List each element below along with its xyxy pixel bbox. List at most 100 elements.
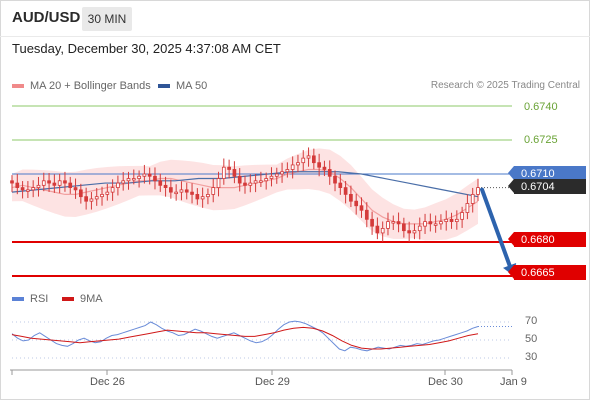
chart-header: AUD/USD 30 MIN bbox=[0, 0, 590, 36]
x-tick-jan-9: Jan 9 bbox=[500, 376, 527, 388]
candle-body bbox=[317, 162, 321, 168]
candle-body bbox=[391, 221, 396, 224]
candle-body bbox=[116, 182, 120, 188]
candle-body bbox=[439, 221, 443, 225]
candle-body bbox=[354, 200, 359, 207]
candle-body bbox=[423, 221, 427, 227]
candle-body bbox=[306, 155, 311, 159]
candle-body bbox=[100, 193, 104, 198]
x-tick-dec-26: Dec 26 bbox=[90, 376, 125, 388]
candle-body bbox=[312, 155, 316, 164]
current-price-text: 0.6704 bbox=[521, 180, 555, 193]
candle-body bbox=[343, 187, 348, 195]
legend-rsi-ma-label: 9MA bbox=[80, 293, 103, 305]
candle-body bbox=[121, 180, 126, 184]
candle-body bbox=[158, 180, 163, 186]
support-2-price-text: 0.6665 bbox=[521, 266, 555, 279]
candle-body bbox=[137, 175, 141, 179]
candle-body bbox=[68, 182, 73, 188]
legend-ma20-label: MA 20 + Bollinger Bands bbox=[30, 80, 151, 92]
legend-rsi: RSI bbox=[12, 293, 48, 305]
timestamp: Tuesday, December 30, 2025 4:37:08 AM CE… bbox=[12, 41, 281, 56]
legend-ma20: MA 20 + Bollinger Bands bbox=[12, 80, 151, 92]
legend-rsi-label: RSI bbox=[30, 293, 49, 305]
candle-body bbox=[10, 180, 14, 184]
candle-body bbox=[243, 182, 247, 186]
candle-body bbox=[84, 196, 88, 202]
candle-body bbox=[433, 223, 438, 226]
candle-body bbox=[380, 227, 385, 234]
rsi-tick-50: 50 bbox=[525, 333, 538, 345]
rsi-tick-30: 30 bbox=[525, 351, 538, 363]
candle-body bbox=[200, 196, 205, 200]
candle-body bbox=[402, 223, 406, 232]
current-price-tag: 0.6704 bbox=[508, 179, 586, 194]
rsi-tick-70: 70 bbox=[525, 315, 538, 327]
candle-body bbox=[417, 225, 422, 232]
legend-ma50: MA 50 bbox=[158, 80, 207, 92]
rsi-swatch-icon bbox=[12, 297, 24, 301]
candle-body bbox=[153, 175, 157, 182]
legend-rsi-ma: 9MA bbox=[62, 293, 103, 305]
candle-body bbox=[407, 230, 411, 234]
ma50-swatch-icon bbox=[158, 84, 170, 88]
candle-body bbox=[147, 173, 152, 177]
candle-body bbox=[412, 230, 417, 234]
candle-body bbox=[195, 193, 200, 200]
candle-body bbox=[359, 205, 364, 211]
candle-body bbox=[259, 180, 263, 183]
x-tick-dec-29: Dec 29 bbox=[255, 376, 290, 388]
candle-body bbox=[179, 189, 184, 193]
candle-body bbox=[476, 187, 480, 195]
rsi-ma-swatch-icon bbox=[62, 297, 74, 301]
x-tick-dec-30: Dec 30 bbox=[428, 376, 463, 388]
candle-body bbox=[428, 221, 433, 225]
candle-body bbox=[15, 182, 20, 188]
legend-ma50-label: MA 50 bbox=[176, 80, 208, 92]
candle-body bbox=[31, 187, 36, 191]
support-1-price-text: 0.6680 bbox=[521, 233, 555, 246]
candle-body bbox=[73, 187, 78, 191]
candle-body bbox=[296, 162, 300, 166]
candle-body bbox=[264, 178, 269, 182]
pivot-price-text: 0.6710 bbox=[521, 167, 555, 180]
candle-body bbox=[221, 166, 226, 179]
candle-body bbox=[57, 180, 62, 186]
candle-body bbox=[460, 212, 464, 220]
rsi-line bbox=[11, 320, 479, 352]
candle-body bbox=[131, 178, 136, 181]
candle-body bbox=[142, 173, 147, 177]
candle-body bbox=[190, 191, 194, 195]
candle-body bbox=[216, 178, 221, 189]
candle-body bbox=[89, 198, 94, 202]
candle-body bbox=[105, 191, 110, 195]
candle-body bbox=[465, 203, 470, 213]
support-2-price-tag: 0.6665 bbox=[508, 265, 586, 280]
candle-body bbox=[327, 169, 332, 177]
candle-body bbox=[94, 196, 99, 200]
candle-body bbox=[20, 187, 25, 191]
candle-body bbox=[274, 173, 279, 177]
pivot-price-tag: 0.6710 bbox=[508, 166, 586, 181]
candle-body bbox=[285, 169, 290, 173]
candle-body bbox=[206, 193, 210, 198]
candle-body bbox=[386, 221, 390, 229]
candle-body bbox=[290, 164, 295, 170]
candle-body bbox=[110, 187, 115, 193]
candle-body bbox=[63, 180, 67, 184]
candle-body bbox=[338, 182, 343, 188]
candle-body bbox=[26, 189, 30, 192]
candle-body bbox=[449, 218, 454, 222]
candle-body bbox=[470, 193, 475, 204]
rsi-ma-line bbox=[11, 326, 479, 350]
candle-body bbox=[301, 157, 306, 164]
candle-body bbox=[41, 180, 46, 186]
candle-body bbox=[349, 193, 353, 202]
candle-body bbox=[174, 191, 178, 195]
timeframe-badge[interactable]: 30 MIN bbox=[82, 7, 132, 31]
candle-body bbox=[36, 184, 41, 188]
candle-body bbox=[79, 189, 83, 198]
support-1-price-tag: 0.6680 bbox=[508, 232, 586, 247]
level-label-resistance-2: 0.6740 bbox=[524, 101, 558, 113]
